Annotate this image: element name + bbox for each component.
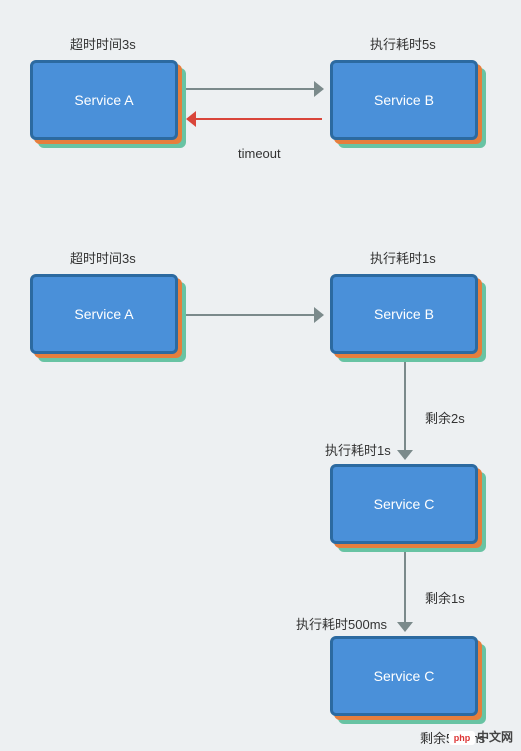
service-label: Service C <box>374 496 435 512</box>
label-l6: 剩余2s <box>425 408 465 427</box>
arrow-ar1 <box>186 88 314 90</box>
label-l5: 执行耗时1s <box>370 248 436 267</box>
label-l1: 超时时间3s <box>70 34 136 53</box>
label-l7: 执行耗时1s <box>325 440 391 459</box>
label-l2: 执行耗时5s <box>370 34 436 53</box>
service-a2: Service A <box>30 274 178 354</box>
varrow-va1 <box>404 362 406 450</box>
service-layer-front: Service A <box>30 60 178 140</box>
service-label: Service B <box>374 306 434 322</box>
service-b1: Service B <box>330 60 478 140</box>
service-layer-front: Service B <box>330 60 478 140</box>
label-l9: 执行耗时500ms <box>296 614 387 633</box>
service-c1: Service C <box>330 464 478 544</box>
varrow-va2 <box>404 552 406 622</box>
service-label: Service A <box>74 92 133 108</box>
arrow-head-ar1 <box>314 81 324 97</box>
service-layer-front: Service C <box>330 636 478 716</box>
service-a1: Service A <box>30 60 178 140</box>
varrow-head-va1 <box>397 450 413 460</box>
service-label: Service A <box>74 306 133 322</box>
arrow-head-ar2 <box>186 111 196 127</box>
service-layer-front: Service A <box>30 274 178 354</box>
service-c2: Service C <box>330 636 478 716</box>
diagram-canvas: Service A Service B Service A Service B Serv… <box>0 0 521 751</box>
label-l4: 超时时间3s <box>70 248 136 267</box>
watermark-logo: php <box>449 731 475 745</box>
watermark-text: 中文网 <box>477 730 513 744</box>
arrow-head-ar3 <box>314 307 324 323</box>
label-l3: timeout <box>238 146 281 161</box>
arrow-ar2 <box>194 118 322 120</box>
service-b2: Service B <box>330 274 478 354</box>
arrow-ar3 <box>186 314 314 316</box>
varrow-head-va2 <box>397 622 413 632</box>
service-layer-front: Service C <box>330 464 478 544</box>
label-l8: 剩余1s <box>425 588 465 607</box>
service-label: Service C <box>374 668 435 684</box>
service-label: Service B <box>374 92 434 108</box>
watermark: php中文网 <box>449 728 513 745</box>
service-layer-front: Service B <box>330 274 478 354</box>
